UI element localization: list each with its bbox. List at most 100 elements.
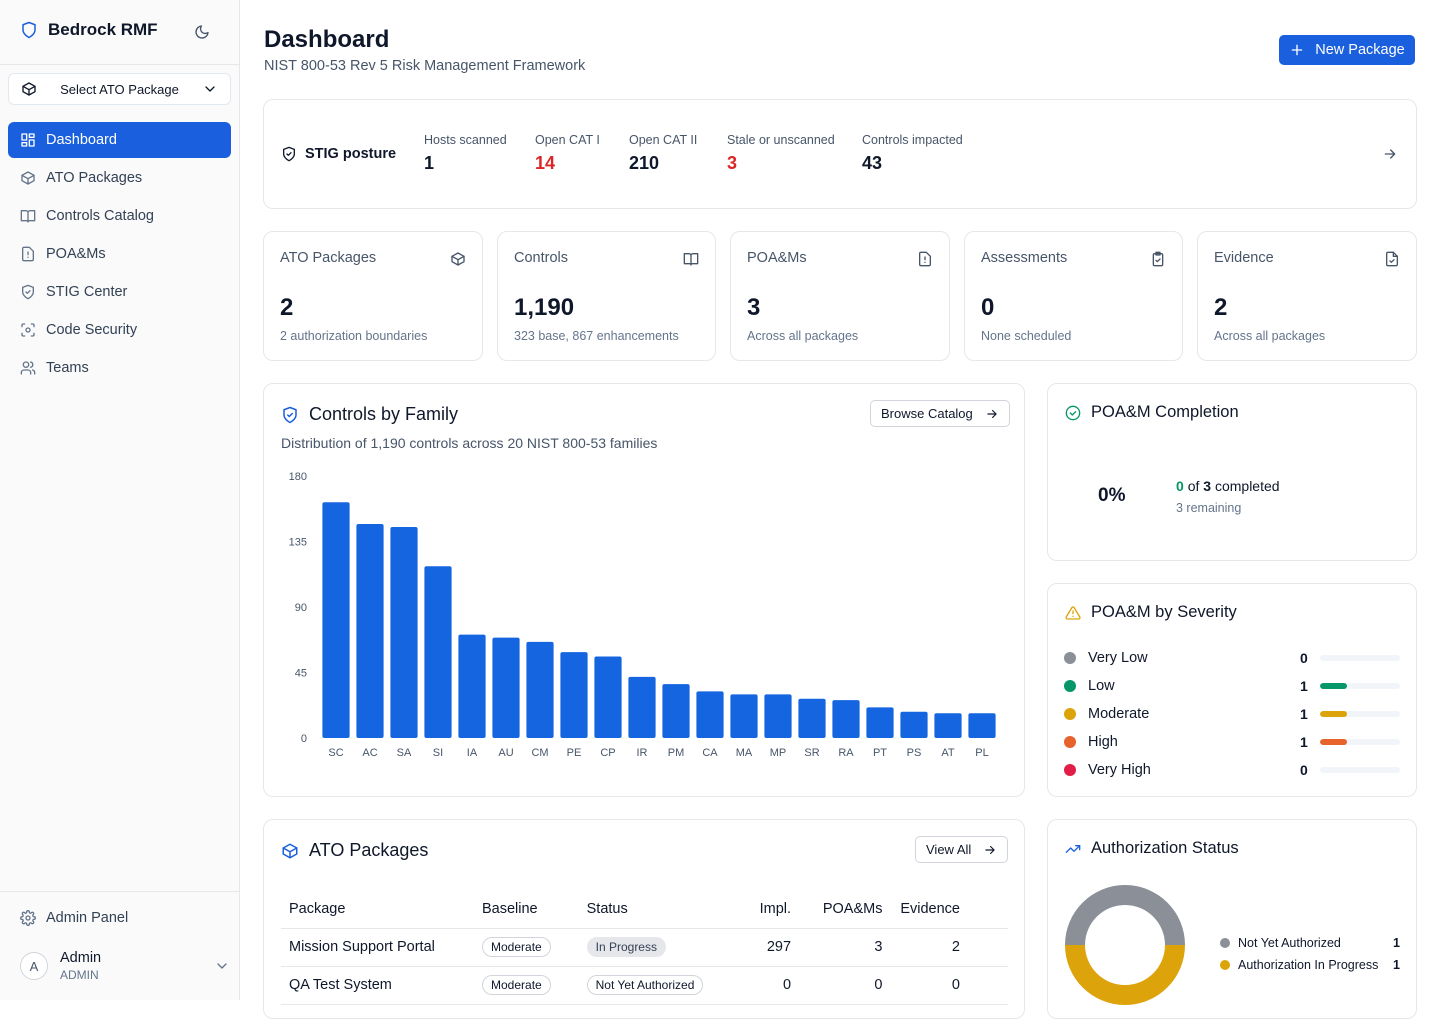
x-tick-label: MP (770, 747, 787, 759)
sidebar-item-teams[interactable]: Teams (8, 350, 231, 386)
baseline-cell: Moderate (474, 928, 579, 967)
check-circle-icon (1065, 405, 1081, 421)
bar-sa[interactable] (390, 526, 418, 738)
bar-ra[interactable] (832, 700, 860, 738)
trending-up-icon (1065, 841, 1081, 857)
divider (0, 64, 239, 65)
stig-metric-cat1: Open CAT I 14 (535, 133, 600, 174)
metric-value: 43 (862, 153, 883, 173)
sidebar-item-stig-center[interactable]: STIG Center (8, 274, 231, 310)
column-header[interactable]: POA&Ms (799, 890, 891, 929)
bar-ca[interactable] (696, 691, 724, 738)
evidence-cell: 2 (890, 928, 1008, 967)
stat-card-ato-packages[interactable]: ATO Packages 2 2 authorization boundarie… (263, 231, 483, 361)
ato-package-select[interactable]: Select ATO Package (8, 73, 231, 105)
bar-si[interactable] (424, 566, 452, 738)
x-tick-label: PL (975, 747, 988, 759)
moon-icon[interactable] (194, 24, 210, 40)
bar-at[interactable] (934, 713, 962, 738)
sidebar-item-label: Teams (46, 360, 89, 376)
package-name[interactable]: QA Test System (281, 966, 474, 1005)
warning-icon (1065, 605, 1081, 621)
bar-ps[interactable] (900, 711, 928, 738)
y-tick-label: 0 (301, 733, 307, 745)
stat-card-poams[interactable]: POA&Ms 3 Across all packages (730, 231, 950, 361)
sidebar-item-poams[interactable]: POA&Ms (8, 236, 231, 272)
chart-title: Controls by Family (281, 404, 458, 425)
sidebar-item-controls-catalog[interactable]: Controls Catalog (8, 198, 231, 234)
stat-value: 2 (280, 294, 294, 321)
shield-check-icon (281, 146, 297, 162)
ato-packages-title: ATO Packages (281, 840, 428, 861)
authorization-donut-chart (1065, 885, 1185, 1005)
sidebar-item-code-security[interactable]: Code Security (8, 312, 231, 348)
stat-value: 0 (981, 294, 995, 321)
column-header[interactable]: Status (578, 890, 737, 929)
completed-count: 0 (1176, 478, 1184, 494)
sidebar-item-ato-packages[interactable]: ATO Packages (8, 160, 231, 196)
bar-pt[interactable] (866, 707, 894, 738)
bar-cm[interactable] (526, 641, 554, 738)
admin-panel-link[interactable]: Admin Panel (8, 900, 231, 936)
bar-ir[interactable] (628, 676, 656, 738)
table-row[interactable]: Mission Support Portal Moderate In Progr… (281, 928, 1008, 967)
scan-icon (20, 322, 36, 338)
y-tick-label: 45 (295, 668, 307, 680)
bar-mp[interactable] (764, 694, 792, 738)
book-icon (683, 251, 699, 267)
chevron-down-icon (214, 958, 230, 974)
bar-pm[interactable] (662, 684, 690, 738)
new-package-button[interactable]: New Package (1279, 35, 1415, 65)
new-package-label: New Package (1315, 42, 1405, 58)
poam-completion-title-text: POA&M Completion (1091, 403, 1239, 421)
authorization-status-card: Authorization Status Not Yet Authorized … (1047, 819, 1417, 1019)
bar-sr[interactable] (798, 698, 826, 738)
severity-bar-fill (1320, 711, 1347, 717)
browse-catalog-button[interactable]: Browse Catalog (870, 400, 1010, 427)
stig-metric-controls: Controls impacted 43 (862, 133, 963, 174)
view-all-button[interactable]: View All (915, 836, 1009, 863)
stat-card-assessments[interactable]: Assessments 0 None scheduled (964, 231, 1183, 361)
user-menu[interactable]: A Admin ADMIN (20, 950, 230, 982)
legend-dot (1220, 960, 1230, 970)
column-header[interactable]: Package (281, 890, 474, 929)
donut-slice-1[interactable] (1065, 945, 1185, 1005)
metric-value: 3 (727, 153, 738, 173)
bar-au[interactable] (492, 637, 520, 738)
bar-ma[interactable] (730, 694, 758, 738)
sidebar-item-label: POA&Ms (46, 246, 106, 262)
page-title: Dashboard (264, 26, 390, 53)
x-tick-label: PS (907, 747, 922, 759)
stat-card-controls[interactable]: Controls 1,190 323 base, 867 enhancement… (497, 231, 716, 361)
bar-cp[interactable] (594, 656, 622, 738)
baseline-badge: Moderate (482, 937, 551, 957)
column-header[interactable]: Evidence (890, 890, 1008, 929)
bar-sc[interactable] (322, 502, 350, 738)
stat-subtitle: Across all packages (747, 329, 859, 343)
arrow-right-icon (983, 843, 997, 857)
legend-value: 1 (1393, 936, 1400, 950)
baseline-badge: Moderate (482, 975, 551, 995)
column-header[interactable]: Impl. (736, 890, 800, 929)
sidebar-item-dashboard[interactable]: Dashboard (8, 122, 231, 158)
donut-slice-0[interactable] (1065, 885, 1185, 945)
bar-pe[interactable] (560, 652, 588, 738)
y-tick-label: 90 (295, 602, 307, 614)
bar-ac[interactable] (356, 524, 384, 738)
of-word: of (1187, 478, 1200, 494)
table-row[interactable]: QA Test System Moderate Not Yet Authoriz… (281, 966, 1008, 1005)
arrow-right-icon[interactable] (1382, 146, 1398, 162)
stig-posture-card[interactable]: STIG posture Hosts scanned 1 Open CAT I … (263, 99, 1417, 209)
bar-pl[interactable] (968, 713, 996, 738)
admin-panel-label: Admin Panel (46, 910, 129, 926)
severity-bar (1320, 655, 1400, 661)
severity-bar (1320, 739, 1400, 745)
column-header[interactable]: Baseline (474, 890, 579, 929)
poam-severity-title: POA&M by Severity (1065, 603, 1237, 622)
package-name[interactable]: Mission Support Portal (281, 928, 474, 967)
stat-card-evidence[interactable]: Evidence 2 Across all packages (1197, 231, 1417, 361)
bar-ia[interactable] (458, 634, 486, 738)
ato-package-select-label: Select ATO Package (60, 81, 179, 97)
brand[interactable]: Bedrock RMF (20, 20, 158, 40)
shield-check-icon (20, 284, 36, 300)
